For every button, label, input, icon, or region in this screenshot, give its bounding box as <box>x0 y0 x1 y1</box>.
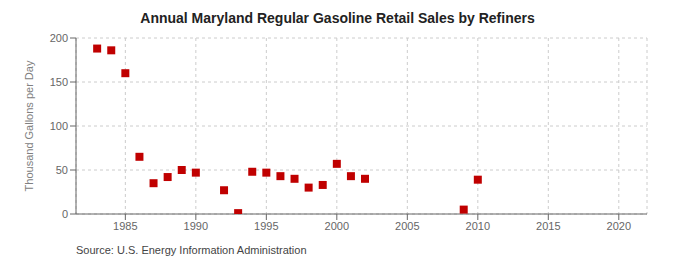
svg-text:2005: 2005 <box>395 220 419 232</box>
svg-text:100: 100 <box>50 120 68 132</box>
svg-text:2020: 2020 <box>607 220 631 232</box>
html-text:Source: U.S. Energy Informatio: Source: U.S. Energy Information Administ… <box>76 244 307 256</box>
svg-text:0: 0 <box>62 208 68 220</box>
svg-text:1990: 1990 <box>184 220 208 232</box>
svg-text:2000: 2000 <box>325 220 349 232</box>
html-text:Annual Maryland Regular Gasoli: Annual Maryland Regular Gasoline Retail … <box>140 10 535 26</box>
svg-text:2015: 2015 <box>536 220 560 232</box>
svg-text:2010: 2010 <box>466 220 490 232</box>
svg-text:200: 200 <box>50 32 68 44</box>
svg-text:1995: 1995 <box>254 220 278 232</box>
svg-text:Thousand Gallons per Day: Thousand Gallons per Day <box>23 60 35 191</box>
svg-text:150: 150 <box>50 76 68 88</box>
svg-text:1985: 1985 <box>113 220 137 232</box>
svg-text:50: 50 <box>56 164 68 176</box>
